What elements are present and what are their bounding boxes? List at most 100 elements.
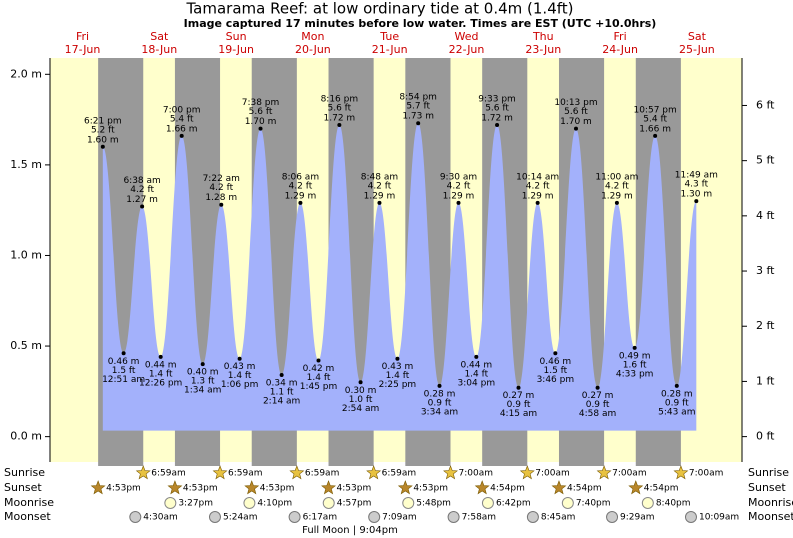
moonrise-icon [641, 497, 654, 509]
row-label: Sunset [748, 481, 786, 494]
tide-label: 7:22 am [203, 174, 240, 184]
tide-label: 0.43 m [224, 362, 256, 372]
sunset-icon [551, 480, 567, 495]
tide-label: 4.2 ft [447, 181, 471, 191]
sunset-time: 4:53pm [183, 484, 218, 494]
tide-label: 10:14 am [516, 172, 559, 182]
day-date: 24-Jun [602, 43, 638, 56]
tide-label: 1.29 m [285, 191, 317, 201]
moonset-icon [684, 511, 697, 523]
moonset-icon [129, 511, 142, 523]
tide-label: 11:00 am [595, 172, 638, 182]
tide-label: 4.2 ft [368, 181, 392, 191]
moonset-icon [526, 511, 539, 523]
tide-point [279, 373, 284, 378]
row-label: Sunrise [4, 466, 45, 479]
tide-label: 1.4 ft [386, 371, 410, 381]
tide-label: 4.2 ft [130, 185, 154, 195]
tide-label: 0.43 m [382, 362, 414, 372]
moonrise-icon [481, 497, 494, 509]
tide-point [158, 354, 163, 359]
tide-label: 0.46 m [540, 357, 572, 367]
sunrise-time: 6:59am [305, 469, 340, 479]
tide-label: 1.3 ft [191, 377, 215, 387]
tide-point [395, 356, 400, 361]
tide-label: 0.27 m [582, 391, 614, 401]
day-date: 25-Jun [679, 43, 715, 56]
tide-label: 1.5 ft [112, 366, 136, 376]
sunset-icon [244, 480, 260, 495]
tide-point [316, 358, 321, 363]
moonset-icon [368, 511, 381, 523]
day-name: Sat [688, 30, 707, 43]
tide-label: 2:14 am [263, 397, 300, 407]
tide-label: 11:49 am [675, 171, 718, 181]
y-tick-label: 0.0 m [10, 430, 42, 443]
y-tick-label: 1.5 m [10, 158, 42, 171]
tide-label: 1.66 m [639, 124, 671, 134]
tide-point [237, 356, 242, 361]
tide-label: 4:15 am [500, 409, 537, 419]
tide-label: 1.29 m [364, 191, 396, 201]
row-label: Moonset [748, 510, 793, 523]
tide-point [337, 123, 342, 128]
sunrise-icon [596, 465, 612, 480]
tide-point [358, 380, 363, 385]
tide-label: 5:43 am [658, 407, 695, 417]
tide-label: 4.2 ft [526, 181, 550, 191]
y-tick-label: 2.0 m [10, 67, 42, 80]
tide-label: 5.6 ft [327, 104, 351, 114]
tide-point [140, 204, 145, 209]
tide-label: 5.4 ft [643, 114, 667, 124]
tide-label: 1:34 am [184, 386, 221, 396]
tide-point [219, 202, 224, 207]
y-tick-label: 0.5 m [10, 339, 42, 352]
day-date: 20-Jun [295, 43, 331, 56]
tide-label: 1.4 ft [149, 369, 173, 379]
tide-point [516, 385, 521, 390]
sunrise-time: 7:00am [459, 469, 494, 479]
sunset-time: 4:54pm [490, 484, 525, 494]
sunset-icon [321, 480, 336, 495]
tide-label: 1.6 ft [623, 360, 647, 370]
tide-label: 1:06 pm [221, 380, 259, 390]
tide-label: 5.7 ft [406, 102, 430, 112]
tide-label: 0.9 ft [428, 398, 452, 408]
tide-label: 4:33 pm [616, 369, 654, 379]
tide-label: 1.70 m [245, 117, 277, 127]
tide-point [474, 354, 479, 359]
day-date: 18-Jun [141, 43, 177, 56]
moonrise-time: 3:27pm [178, 499, 213, 509]
tide-label: 4.2 ft [605, 181, 629, 191]
moonrise-icon [561, 497, 574, 509]
tide-label: 1.30 m [680, 190, 712, 200]
moonset-time: 7:09am [382, 513, 417, 523]
tide-label: 6:38 am [123, 176, 160, 186]
tide-area [102, 123, 697, 431]
tide-point [573, 126, 578, 131]
tide-label: 5.6 ft [249, 107, 273, 117]
row-label: Sunset [4, 481, 42, 494]
sunset-time: 4:53pm [337, 484, 372, 494]
moonset-time: 6:17am [303, 513, 338, 523]
tide-label: 5.6 ft [485, 104, 509, 114]
moonrise-icon [164, 497, 177, 509]
tide-point [437, 383, 442, 388]
day-name: Sat [150, 30, 169, 43]
moonrise-icon [243, 497, 256, 509]
day-name: Tue [379, 30, 399, 43]
tide-label: 0.49 m [619, 351, 651, 361]
moonset-time: 10:09am [699, 513, 739, 523]
tide-label: 5.4 ft [170, 114, 194, 124]
sunrise-time: 6:59am [151, 469, 186, 479]
tide-label: 0.9 ft [665, 398, 689, 408]
day-date: 21-Jun [372, 43, 408, 56]
tide-label: 1.66 m [166, 124, 198, 134]
day-name: Wed [455, 30, 479, 43]
row-label: Moonrise [748, 496, 793, 509]
sunrise-icon [519, 465, 535, 480]
moonset-time: 7:58am [462, 513, 497, 523]
day-date: 17-Jun [65, 43, 101, 56]
tide-label: 1.70 m [560, 117, 592, 127]
tide-label: 1.5 ft [543, 366, 567, 376]
